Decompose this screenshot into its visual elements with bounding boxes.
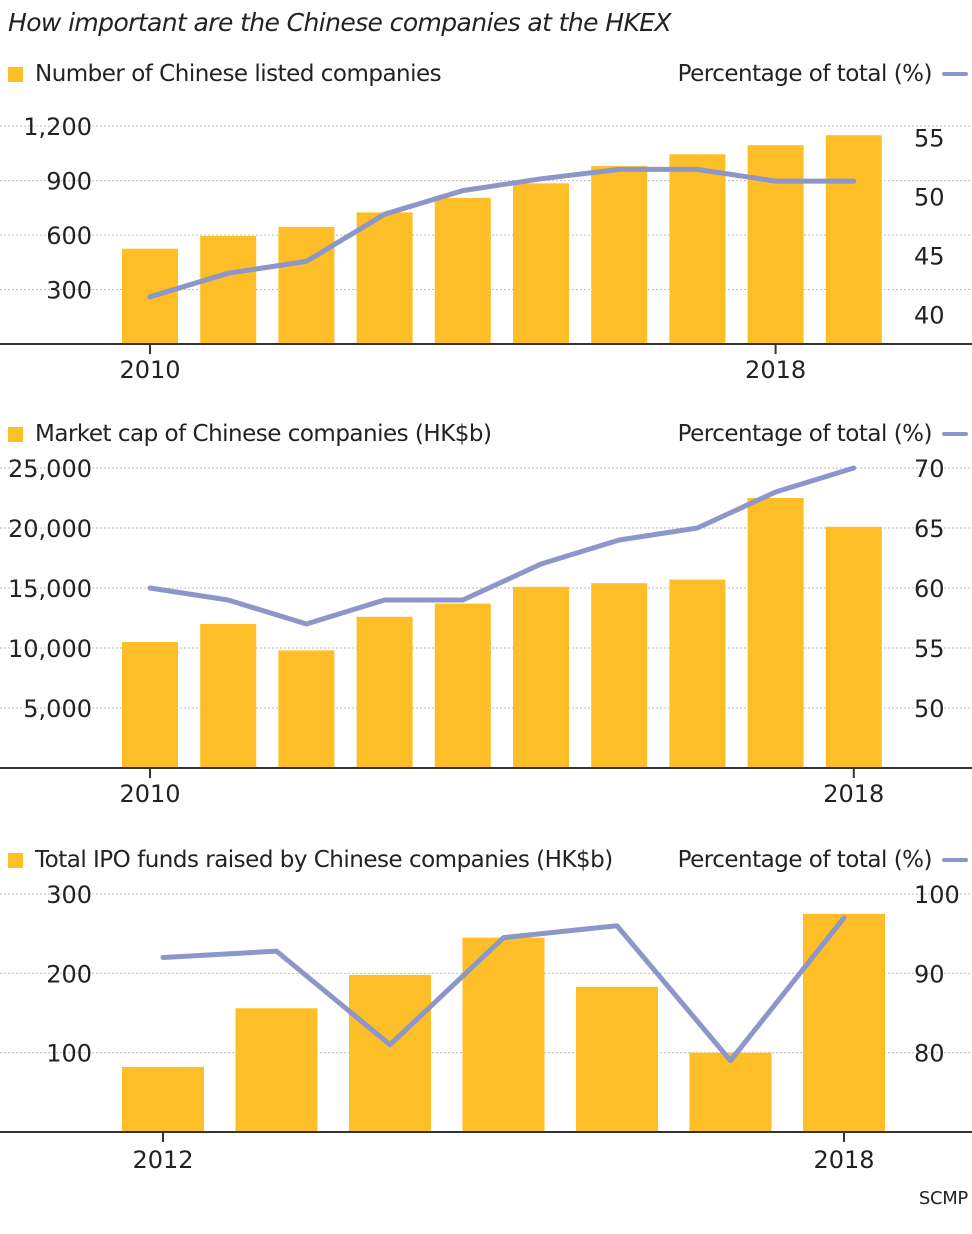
y-right-tick-label: 80 — [914, 1040, 945, 1068]
bar — [122, 1066, 204, 1132]
bar — [803, 913, 885, 1132]
x-tick-label: 2010 — [119, 780, 180, 808]
percentage-line — [147, 465, 857, 627]
bar — [689, 1052, 772, 1132]
legend-bar: Total IPO funds raised by Chinese compan… — [8, 844, 613, 876]
plot-ipo-funds: 100 200 300 80 90 100 2012 2018 — [0, 881, 972, 1174]
bar — [513, 183, 569, 344]
y-left-tick-label: 300 — [46, 881, 92, 909]
legend-bar-swatch — [8, 852, 23, 868]
legend-bar-label: Number of Chinese listed companies — [35, 61, 442, 87]
y-right-tick-label: 60 — [914, 575, 945, 603]
panel-ipo-funds: Total IPO funds raised by Chinese compan… — [0, 844, 972, 1234]
y-left-tick-label: 100 — [46, 1040, 92, 1068]
y-left-tick-label: 20,000 — [8, 515, 92, 543]
y-right-tick-label: 55 — [914, 125, 945, 153]
y-right-tick-label: 65 — [914, 515, 945, 543]
legend-line: Percentage of total (%) — [678, 844, 968, 876]
y-left-tick-label: 600 — [46, 222, 92, 250]
y-left-tick-label: 300 — [46, 277, 92, 305]
y-left-tick-label: 15,000 — [8, 575, 92, 603]
legend-line: Percentage of total (%) — [678, 58, 968, 90]
bar — [669, 579, 726, 768]
y-left-tick-label: 200 — [46, 960, 92, 988]
y-right-tick-label: 50 — [914, 695, 945, 723]
x-tick-label: 2012 — [132, 1146, 193, 1174]
y-right-tick-label: 45 — [914, 243, 945, 271]
bar — [576, 986, 658, 1132]
bar — [747, 145, 804, 344]
legend-line-swatch — [942, 72, 968, 76]
y-left-tick-label: 10,000 — [8, 635, 92, 663]
y-right-tick-label: 40 — [914, 302, 945, 330]
bar — [434, 603, 491, 768]
legend-line-label: Percentage of total (%) — [677, 61, 933, 87]
bar — [356, 212, 413, 344]
plot-listed-companies: 300 600 900 1,200 40 45 50 55 2010 2018 — [0, 113, 972, 384]
panel-market-cap: Market cap of Chinese companies (HK$b) P… — [0, 418, 972, 808]
legend-bar-swatch — [8, 426, 23, 442]
y-right-tick-label: 55 — [914, 635, 945, 663]
y-right-tick-label: 100 — [914, 881, 960, 909]
percentage-line — [147, 166, 857, 300]
bar — [825, 135, 882, 344]
bar — [122, 642, 178, 768]
legend-line: Percentage of total (%) — [678, 418, 968, 450]
legend-bar: Market cap of Chinese companies (HK$b) — [8, 418, 492, 450]
legend-bar: Number of Chinese listed companies — [8, 58, 442, 90]
x-tick-label: 2018 — [745, 356, 806, 384]
legend-bar-swatch — [8, 66, 23, 82]
bar — [278, 650, 335, 768]
bar — [349, 974, 431, 1132]
x-tick-label: 2010 — [119, 356, 180, 384]
y-right-tick-label: 70 — [914, 455, 945, 483]
legend-bar-label: Total IPO funds raised by Chinese compan… — [35, 847, 613, 873]
bar — [235, 1008, 318, 1132]
legend-line-label: Percentage of total (%) — [677, 847, 933, 873]
x-tick-label: 2018 — [813, 1146, 874, 1174]
y-right-tick-label: 50 — [914, 184, 945, 212]
x-tick-label: 2018 — [823, 780, 884, 808]
percentage-line — [160, 915, 847, 1064]
y-left-tick-label: 5,000 — [23, 695, 92, 723]
bar — [200, 235, 257, 344]
bar — [278, 226, 335, 344]
plot-market-cap: 5,000 10,000 15,000 20,000 25,000 50 55 60 65 70 2… — [0, 455, 972, 808]
bar — [356, 616, 413, 768]
bar — [591, 583, 648, 768]
bar — [462, 937, 545, 1132]
legend-line-swatch — [942, 858, 968, 862]
bar — [669, 154, 726, 344]
bar — [825, 526, 882, 768]
panel-listed-companies: Number of Chinese listed companies Perce… — [0, 58, 972, 448]
y-left-tick-label: 1,200 — [23, 113, 92, 141]
y-left-tick-label: 900 — [46, 168, 92, 196]
bar — [591, 166, 648, 344]
bar — [747, 498, 804, 768]
y-left-tick-label: 25,000 — [8, 455, 92, 483]
chart-title: How important are the Chinese companies … — [8, 8, 672, 37]
bar — [434, 197, 491, 344]
y-right-tick-label: 90 — [914, 960, 945, 988]
bar — [200, 624, 257, 768]
bar — [513, 586, 569, 768]
legend-line-swatch — [942, 432, 968, 436]
source-credit: SCMP — [918, 1188, 968, 1209]
legend-line-label: Percentage of total (%) — [677, 421, 933, 447]
legend-bar-label: Market cap of Chinese companies (HK$b) — [35, 421, 492, 447]
